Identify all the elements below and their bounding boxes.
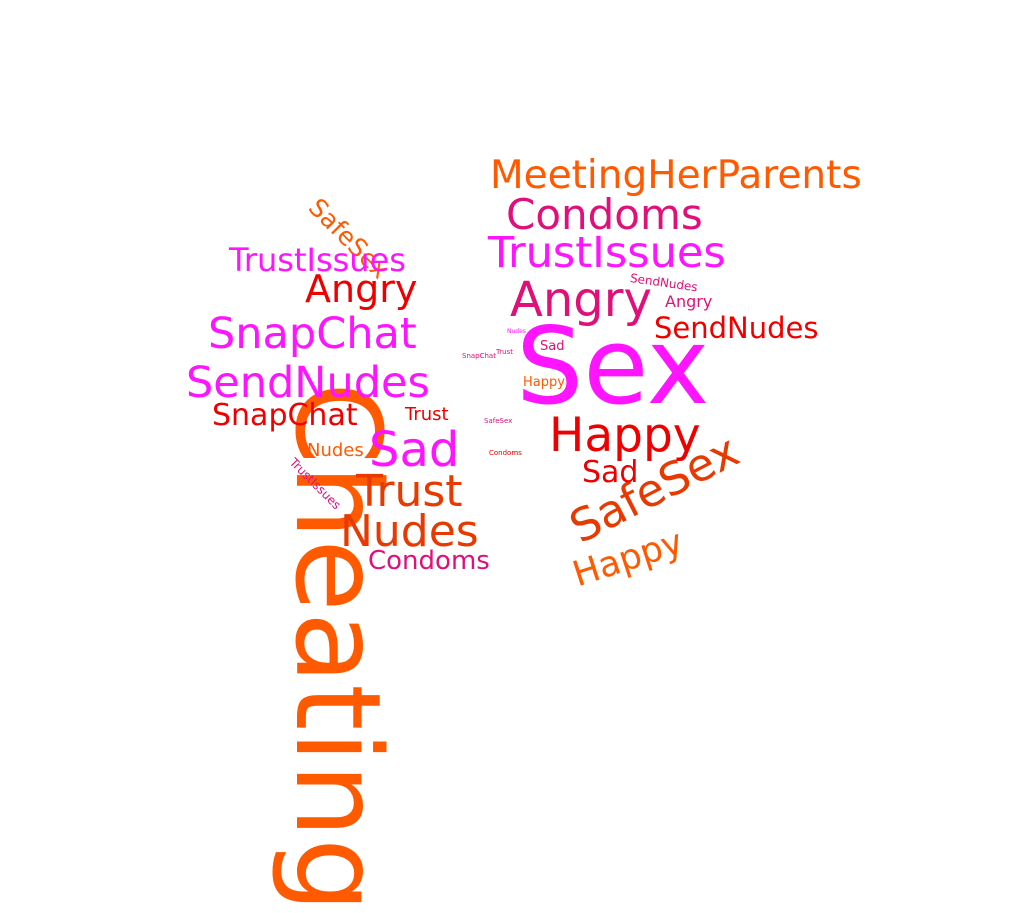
- word-sendnudes-large: SendNudes: [186, 358, 430, 408]
- word-angry-left: Angry: [305, 267, 418, 311]
- word-cloud: Cheating Sex MeetingHerParents Condoms T…: [186, 153, 862, 913]
- word-snapchat-small: SnapChat: [212, 398, 358, 433]
- word-condoms-bottom: Condoms: [368, 546, 490, 576]
- word-sendnudes-right: SendNudes: [654, 311, 819, 345]
- word-sad-tiny: Sad: [540, 339, 565, 354]
- word-nudes-tiny: Nudes: [507, 328, 526, 335]
- word-nudes-small: Nudes: [307, 440, 364, 461]
- word-trust-large: Trust: [356, 466, 463, 517]
- word-happy-large: Happy: [549, 408, 701, 463]
- word-condoms-large: Condoms: [506, 190, 703, 239]
- word-sex: Sex: [516, 305, 710, 428]
- word-trustissues-large: TrustIssues: [488, 228, 726, 278]
- word-trust-tiny: Trust: [496, 348, 513, 356]
- word-angry-large: Angry: [510, 272, 652, 328]
- word-happy-tiny: Happy: [523, 375, 565, 390]
- word-safesex-tiny: SafeSex: [484, 417, 513, 425]
- word-angry-small: Angry: [665, 292, 713, 311]
- word-trustissues-left: TrustIssues: [229, 241, 406, 279]
- word-nudes-large: Nudes: [340, 506, 479, 557]
- word-condoms-tiny: Condoms: [489, 449, 522, 457]
- word-snapchat-large: SnapChat: [208, 309, 417, 359]
- word-snapchat-tiny: SnapChat: [462, 352, 496, 360]
- word-sad-small: Sad: [582, 455, 639, 490]
- word-trust-small: Trust: [405, 404, 449, 425]
- word-meetingherparents: MeetingHerParents: [490, 153, 862, 198]
- word-sad-large: Sad: [369, 422, 460, 478]
